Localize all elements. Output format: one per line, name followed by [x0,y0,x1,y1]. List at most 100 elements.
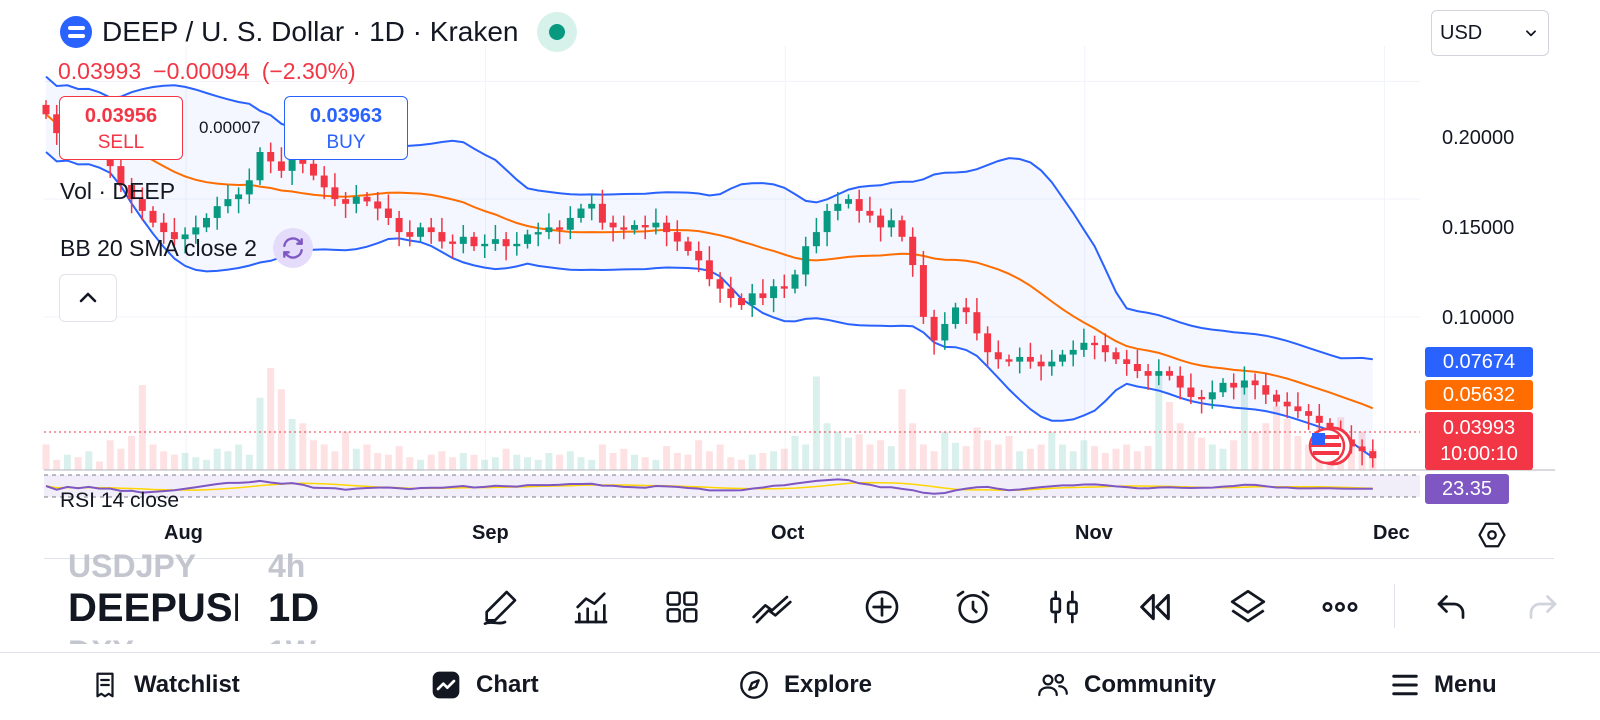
nav-watchlist[interactable]: Watchlist [90,665,240,705]
refresh-icon[interactable] [272,228,313,268]
nav-menu[interactable]: Menu [1390,665,1497,705]
nav-community[interactable]: Community [1036,665,1216,705]
symbol-next[interactable]: DXY [68,634,134,644]
candle-body [845,199,852,204]
volume-bar [1208,444,1216,470]
candle-body [256,152,264,181]
volume-bar [320,444,328,470]
replay-button[interactable] [1132,584,1178,630]
candle-body [866,210,874,216]
candle-body [1101,345,1109,353]
add-button[interactable] [859,584,905,630]
candle-body [738,298,745,306]
market-status-icon[interactable] [536,12,577,52]
volume-bar [342,431,350,470]
candle-body [277,161,285,171]
bollinger-legend[interactable]: BB 20 SMA close 2 [60,228,313,268]
candle-body [342,199,350,204]
candle-body [855,199,863,211]
price-chart[interactable] [0,0,1600,560]
volume-bar [106,440,114,470]
volume-bar [780,448,788,470]
volume-bar [1240,380,1248,470]
candle-body [395,217,403,233]
timeframe-next[interactable]: 1W [268,634,316,644]
volume-bar [620,448,628,470]
sell-button[interactable]: 0.03956 SELL [59,96,183,160]
candle-body [288,156,296,171]
candle-body [1219,382,1227,393]
candle-body [1059,354,1066,362]
undo-button[interactable] [1428,584,1474,630]
volume-bar [74,457,82,470]
candle-body [42,104,50,115]
candle-body [374,201,382,209]
candle-body [909,236,917,266]
nav-explore[interactable]: Explore [738,665,872,705]
symbol-prev[interactable]: USDJPY [68,552,197,584]
candle-body [1091,342,1099,346]
volume-bar [1198,437,1206,470]
volume-bar [545,453,553,470]
chart-type-button[interactable] [1041,584,1087,630]
timeframe-current[interactable]: 1D [268,586,320,630]
axis-settings-icon[interactable] [1477,520,1507,555]
volume-legend[interactable]: Vol · DEEP [60,178,176,204]
candle-body [609,222,617,228]
collapse-legend-button[interactable] [59,274,117,322]
volume-bar [470,454,478,470]
candle-body [919,265,927,317]
volume-bar [609,453,617,470]
volume-bar [1144,446,1152,470]
candle-body [438,232,446,242]
candle-body [930,316,938,341]
timeframe-picker[interactable]: 4h 1D 1W [268,552,358,644]
volume-bar [1026,448,1034,470]
sma-line [45,113,1374,410]
volume-bar [1166,402,1173,470]
volume-bar [213,448,221,470]
volume-bar [952,442,959,470]
more-button[interactable] [1317,584,1363,630]
candle-body [1230,382,1238,388]
nav-chart[interactable]: Chart [430,665,539,705]
compare-button[interactable] [749,584,795,630]
layouts-button[interactable] [659,584,705,630]
volume-bar [866,444,874,470]
rsi-legend[interactable]: RSI 14 close [60,489,180,508]
currency-select[interactable]: USD [1431,10,1549,56]
candle-body [823,210,831,233]
hamburger-icon [1392,674,1418,696]
bottom-navigation: Watchlist Chart Explore Community Menu [0,652,1600,720]
volume-bar [42,444,50,470]
volume-bar [705,451,713,470]
buy-button[interactable]: 0.03963 BUY [284,96,408,160]
candle-body [320,175,328,188]
draw-tool-button[interactable] [477,584,523,630]
symbol-picker[interactable]: USDJPY DEEPUSD DXY [68,552,238,644]
volume-bar [598,444,606,470]
volume-bar [973,427,981,470]
symbol-current[interactable]: DEEPUSD [68,586,238,630]
volume-bar [684,454,692,470]
layers-button[interactable] [1225,584,1271,630]
volume-bar [855,434,863,470]
candle-body [149,210,157,223]
candle-body [973,312,981,334]
indicators-button[interactable] [568,584,614,630]
candle-body [641,225,649,228]
symbol-title[interactable]: DEEP / U. S. Dollar · 1D · Kraken [102,16,519,47]
candle-body [1305,411,1313,416]
volume-bar [235,444,243,470]
chart-icon [432,671,460,699]
volume-bar [513,454,521,470]
chevron-down-icon [1526,30,1536,37]
drawing-toolbar [0,584,1600,634]
timeframe-prev[interactable]: 4h [268,552,306,584]
alert-button[interactable] [950,584,996,630]
redo-button[interactable] [1520,584,1566,630]
candle-body [1166,371,1173,376]
candle-body [748,293,756,306]
candle-body [491,239,499,244]
candle-body [406,232,414,237]
